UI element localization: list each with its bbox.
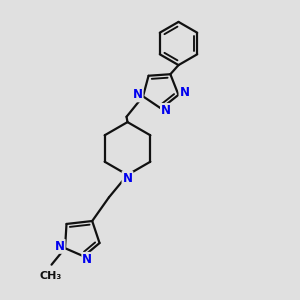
Text: N: N	[122, 172, 133, 185]
Text: N: N	[55, 240, 64, 253]
Text: N: N	[161, 104, 171, 117]
Text: N: N	[179, 86, 190, 99]
Text: N: N	[82, 253, 92, 266]
Text: N: N	[133, 88, 142, 101]
Text: CH₃: CH₃	[39, 271, 62, 281]
